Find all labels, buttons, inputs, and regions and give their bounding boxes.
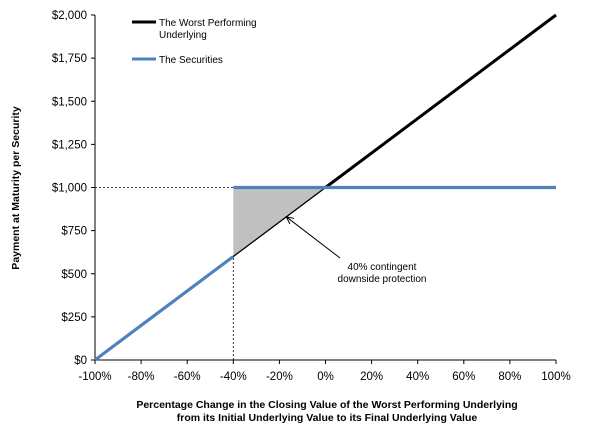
- x-tick-label: -100%: [78, 371, 111, 383]
- y-axis-title: Payment at Maturity per Security: [10, 106, 22, 270]
- tick-labels: $0 $250 $500 $750 $1,000 $1,250 $1,500 $1,750 $2…: [52, 10, 571, 383]
- x-tick-label: 0%: [317, 371, 334, 383]
- annotation-text: downside protection: [338, 274, 427, 285]
- y-tick-label: $1,250: [52, 139, 87, 151]
- annotation-text: 40% contingent: [348, 262, 417, 273]
- x-tick-label: 100%: [541, 371, 570, 383]
- y-tick-label: $0: [74, 355, 87, 367]
- x-tick-label: -40%: [220, 371, 247, 383]
- x-tick-label: -60%: [174, 371, 201, 383]
- series-worst-performing-underlying-upside: [324, 13, 557, 189]
- x-tick-label: 20%: [360, 371, 383, 383]
- axes: [91, 14, 557, 364]
- legend-label: The Securities: [159, 55, 223, 66]
- legend-label: The Worst Performing: [159, 18, 257, 29]
- series-securities-segment: [94, 255, 235, 362]
- x-tick-label: 80%: [498, 371, 521, 383]
- legend-label: Underlying: [159, 30, 207, 41]
- y-tick-label: $2,000: [52, 10, 87, 22]
- y-tick-label: $1,500: [52, 96, 87, 108]
- x-tick-label: 60%: [452, 371, 475, 383]
- x-tick-label: -80%: [128, 371, 155, 383]
- x-tick-label: 40%: [406, 371, 429, 383]
- x-tick-label: -20%: [266, 371, 293, 383]
- x-axis-title-line-2: from its Initial Underlying Value to its…: [177, 412, 478, 424]
- y-tick-label: $1,000: [52, 183, 87, 195]
- y-tick-label: $1,750: [52, 53, 87, 65]
- series-layer: [94, 13, 557, 362]
- y-tick-label: $750: [61, 226, 87, 238]
- x-axis-title-line-1: Percentage Change in the Closing Value o…: [136, 399, 517, 411]
- annotation-arrow-shaft: [286, 216, 341, 259]
- y-tick-label: $500: [61, 269, 87, 281]
- annotation-arrow-head: [285, 216, 295, 225]
- reference-lines: [95, 187, 234, 360]
- y-tick-label: $250: [61, 312, 87, 324]
